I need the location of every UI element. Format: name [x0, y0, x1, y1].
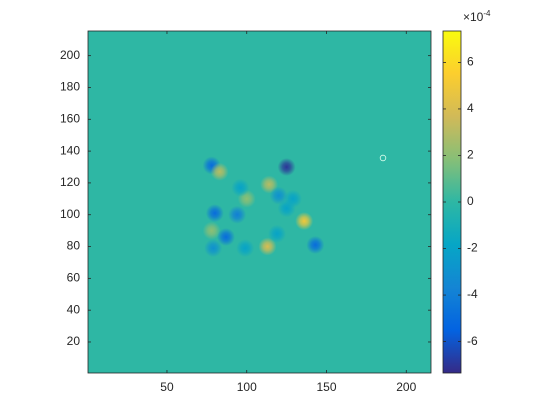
colorbar-tick-label: 0: [467, 194, 474, 208]
colorbar-tick-label: 6: [467, 55, 474, 69]
heatmap-blob: [236, 239, 255, 258]
y-tick-label: 160: [60, 111, 80, 125]
colorbar-multiplier: ×10-4: [463, 9, 491, 24]
colorbar-tick-label: -2: [467, 241, 478, 255]
colorbar-tick-label: 4: [467, 101, 474, 115]
colorbar-tick-label: -4: [467, 287, 478, 301]
colorbar-tick-label: -6: [467, 334, 478, 348]
heatmap-blob: [306, 235, 325, 254]
y-tick-label: 180: [60, 80, 80, 94]
multiplier-exponent: -4: [483, 9, 491, 18]
y-tick-label: 100: [60, 207, 80, 221]
y-tick-label: 40: [67, 302, 81, 316]
colorbar: [443, 31, 461, 373]
multiplier-base: ×10: [463, 10, 484, 24]
heatmap-blob: [277, 199, 296, 218]
x-tick-label: 100: [237, 380, 257, 394]
plot-area: [88, 31, 431, 373]
x-tick-label: 150: [316, 380, 336, 394]
y-tick-label: 140: [60, 143, 80, 157]
heatmap-blob: [231, 178, 250, 197]
colorbar-tick-label: 2: [467, 148, 474, 162]
heatmap-blob: [268, 224, 287, 243]
heatmap-blob: [295, 212, 314, 231]
y-tick-label: 200: [60, 48, 80, 62]
y-tick-label: 60: [67, 271, 81, 285]
axes-box: [87, 30, 432, 374]
y-tick-label: 120: [60, 175, 80, 189]
heatmap-blob: [205, 204, 224, 223]
heatmap-blob: [277, 158, 296, 177]
heatmap-blob: [228, 205, 247, 224]
y-tick-label: 20: [67, 334, 81, 348]
x-tick-label: 200: [396, 380, 416, 394]
heatmap-blob: [204, 239, 223, 258]
heatmap-background: [88, 31, 431, 373]
heatmap-blob: [202, 221, 221, 240]
heatmap-blob: [216, 227, 235, 246]
marker: [379, 154, 387, 162]
y-tick-label: 80: [67, 239, 81, 253]
heatmap-blob: [258, 237, 277, 256]
x-tick-label: 50: [160, 380, 174, 394]
heatmap-blob: [210, 162, 229, 181]
